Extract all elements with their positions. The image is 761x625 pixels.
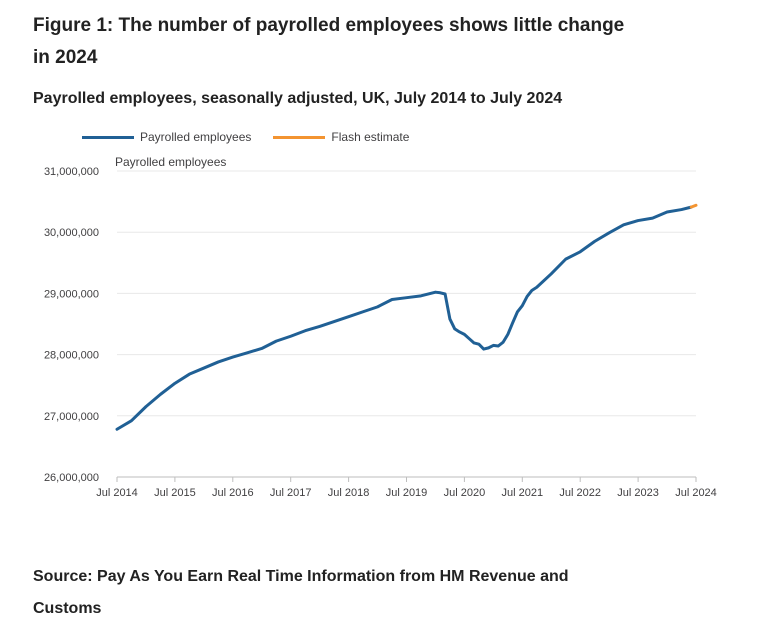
legend-swatch-flash xyxy=(273,135,326,139)
chart-legend: Payrolled employees Flash estimate xyxy=(82,128,431,146)
y-tick-label: 28,000,000 xyxy=(44,350,99,362)
legend-item-flash: Flash estimate xyxy=(273,130,409,144)
y-tick-label: 27,000,000 xyxy=(44,411,99,423)
x-tick-label: Jul 2022 xyxy=(559,487,601,499)
x-tick-label: Jul 2024 xyxy=(675,487,717,499)
x-tick-label: Jul 2017 xyxy=(270,487,312,499)
figure-subtitle: Payrolled employees, seasonally adjusted… xyxy=(33,90,563,107)
x-tick-label: Jul 2015 xyxy=(154,487,196,499)
legend-swatch-payrolled xyxy=(82,135,134,139)
legend-label-payrolled: Payrolled employees xyxy=(140,130,252,144)
y-tick-label: 29,000,000 xyxy=(44,288,99,300)
x-tick-label: Jul 2021 xyxy=(502,487,544,499)
series-line-flash-estimate xyxy=(689,203,698,209)
x-tick-label: Jul 2019 xyxy=(386,487,428,499)
line-chart: 26,000,000 27,000,000 28,000,000 29,000,000… xyxy=(44,155,717,499)
x-tick-label: Jul 2023 xyxy=(617,487,659,499)
figure-title: Figure 1: The number of payrolled employ… xyxy=(33,15,625,68)
legend-label-flash: Flash estimate xyxy=(331,130,410,144)
y-tick-label: 31,000,000 xyxy=(44,166,99,178)
x-tick-label: Jul 2020 xyxy=(444,487,486,499)
x-tick-label: Jul 2018 xyxy=(328,487,370,499)
y-tick-label: 30,000,000 xyxy=(44,227,99,239)
legend-item-payrolled: Payrolled employees xyxy=(82,130,251,144)
y-axis-label: Payrolled employees xyxy=(115,155,226,169)
y-tick-label: 26,000,000 xyxy=(44,472,99,484)
series-line-payrolled-employees xyxy=(115,205,693,431)
x-tick-label: Jul 2014 xyxy=(96,487,138,499)
source-note: Source: Pay As You Earn Real Time Inform… xyxy=(33,568,569,617)
x-tick-label: Jul 2016 xyxy=(212,487,254,499)
